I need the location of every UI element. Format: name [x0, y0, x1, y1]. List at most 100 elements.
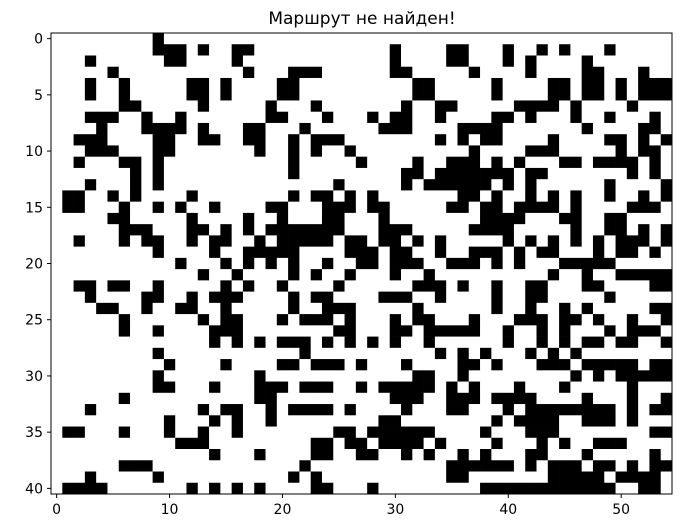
heatmap-cell — [310, 167, 323, 180]
heatmap-cell — [592, 325, 605, 337]
heatmap-cell — [378, 33, 391, 45]
heatmap-cell — [570, 212, 583, 225]
heatmap-cell — [321, 122, 334, 135]
heatmap-cell — [118, 33, 131, 45]
heatmap-cell — [73, 302, 86, 315]
heatmap-cell — [265, 280, 278, 292]
heatmap-cell — [446, 111, 458, 124]
heatmap-cell — [378, 212, 391, 225]
heatmap-cell — [547, 415, 560, 427]
heatmap-cell — [62, 302, 74, 315]
heatmap-cell — [107, 190, 120, 202]
heatmap-cell — [457, 392, 470, 405]
heatmap-cell — [570, 392, 583, 405]
heatmap-cell — [434, 212, 447, 225]
heatmap-cell — [491, 392, 503, 405]
heatmap-cell — [186, 201, 199, 214]
heatmap-cell — [401, 224, 413, 236]
heatmap-cell — [333, 359, 345, 371]
heatmap-cell — [367, 167, 379, 180]
heatmap-cell — [570, 314, 583, 326]
heatmap-cell — [186, 246, 199, 259]
heatmap-cell — [547, 314, 560, 326]
heatmap-cell — [626, 426, 639, 439]
heatmap-cell — [434, 77, 447, 90]
heatmap-cell — [615, 381, 628, 394]
heatmap-cell — [186, 291, 199, 304]
heatmap-cell — [355, 370, 368, 382]
heatmap-cell — [141, 145, 153, 158]
heatmap-cell — [73, 66, 86, 79]
heatmap-cell — [502, 111, 515, 124]
heatmap-cell — [62, 347, 74, 360]
heatmap-cell — [141, 404, 153, 416]
heatmap-cell — [163, 257, 176, 270]
heatmap-cell — [559, 55, 571, 68]
heatmap-cell — [197, 33, 210, 45]
heatmap-cell — [626, 347, 639, 360]
heatmap-cell — [401, 381, 413, 394]
heatmap-cell — [186, 66, 199, 79]
heatmap-cell — [118, 437, 131, 450]
heatmap-cell — [525, 44, 537, 56]
heatmap-cell — [367, 111, 379, 124]
heatmap-cell — [389, 269, 402, 281]
heatmap-cell — [310, 77, 323, 90]
heatmap-cell — [468, 235, 481, 247]
heatmap-cell — [423, 224, 436, 236]
heatmap-cell — [321, 291, 334, 304]
heatmap-cell — [389, 257, 402, 270]
heatmap-cell — [547, 134, 560, 146]
heatmap-cell — [130, 269, 142, 281]
heatmap-cell — [118, 460, 131, 472]
heatmap-cell — [299, 246, 312, 259]
heatmap-cell — [265, 359, 278, 371]
heatmap-cell — [84, 449, 97, 461]
heatmap-cell — [547, 246, 560, 259]
heatmap-cell — [559, 370, 571, 382]
heatmap-cell — [446, 235, 458, 247]
heatmap-cell — [401, 269, 413, 281]
heatmap-cell — [118, 100, 131, 113]
heatmap-cell — [62, 280, 74, 292]
heatmap-cell — [231, 55, 244, 68]
heatmap-cell — [401, 437, 413, 450]
heatmap-cell — [570, 89, 583, 101]
heatmap-cell — [491, 235, 503, 247]
heatmap-cell — [378, 66, 391, 79]
heatmap-cell — [457, 246, 470, 259]
heatmap-cell — [175, 55, 187, 68]
heatmap-cell — [480, 269, 492, 281]
heatmap-cell — [412, 404, 424, 416]
heatmap-cell — [355, 179, 368, 191]
heatmap-cell — [513, 392, 526, 405]
heatmap-cell — [220, 145, 232, 158]
heatmap-cell — [401, 460, 413, 472]
heatmap-cell — [401, 100, 413, 113]
heatmap-cell — [615, 404, 628, 416]
heatmap-cell — [513, 291, 526, 304]
heatmap-cell — [536, 347, 549, 360]
heatmap-cell — [231, 437, 244, 450]
heatmap-cell — [434, 179, 447, 191]
heatmap-cell — [344, 156, 357, 169]
heatmap-cell — [209, 44, 221, 56]
heatmap-cell — [434, 482, 447, 495]
heatmap-cell — [231, 156, 244, 169]
heatmap-cell — [130, 404, 142, 416]
heatmap-cell — [626, 201, 639, 214]
heatmap-cell — [333, 66, 345, 79]
heatmap-cell — [220, 336, 232, 349]
heatmap-cell — [265, 212, 278, 225]
heatmap-cell — [446, 89, 458, 101]
heatmap-cell — [615, 460, 628, 472]
heatmap-cell — [480, 235, 492, 247]
heatmap-cell — [615, 111, 628, 124]
heatmap-cell — [276, 314, 289, 326]
heatmap-cell — [288, 145, 300, 158]
heatmap-cell — [468, 111, 481, 124]
heatmap-cell — [378, 426, 391, 439]
heatmap-cell — [638, 246, 650, 259]
heatmap-cell — [434, 302, 447, 315]
heatmap-cell — [581, 482, 594, 495]
